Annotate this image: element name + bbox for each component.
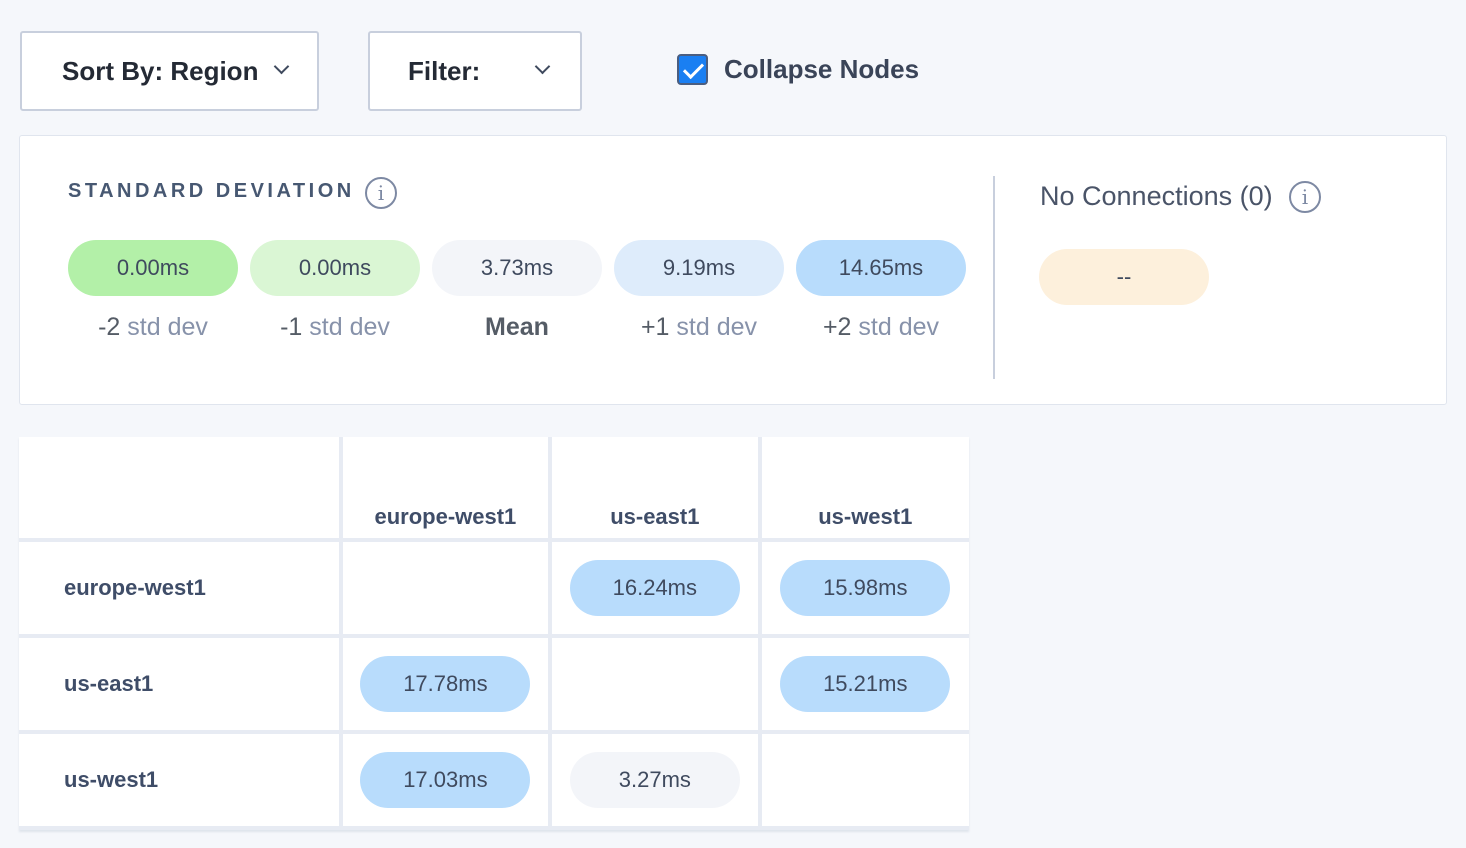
std-dev-prefix: Mean — [485, 313, 549, 341]
std-dev-suffix: std dev — [120, 313, 208, 341]
matrix-cell: 15.98ms — [757, 540, 969, 638]
matrix-cell — [757, 730, 969, 830]
row-header: us-east1 — [19, 634, 343, 734]
matrix-cell: 15.21ms — [757, 634, 969, 734]
sort-by-dropdown[interactable]: Sort By: Region — [20, 31, 319, 111]
std-dev-prefix: -2 — [98, 313, 121, 341]
std-dev-pill: 0.00ms — [250, 240, 420, 296]
latency-pill: 17.03ms — [360, 752, 531, 808]
matrix-cell — [338, 540, 553, 638]
table-row: europe-west1 16.24ms 15.98ms — [19, 540, 969, 638]
std-dev-label: -1 std dev — [250, 313, 420, 342]
std-dev-label: Mean — [432, 313, 602, 342]
latency-pill: 17.78ms — [360, 656, 531, 712]
chevron-down-icon — [534, 58, 551, 75]
table-row: us-west1 17.03ms 3.27ms — [19, 730, 969, 830]
latency-pill: 15.21ms — [780, 656, 951, 712]
info-icon[interactable]: i — [1289, 181, 1321, 213]
std-dev-pill: 0.00ms — [68, 240, 238, 296]
filter-label: Filter: — [408, 55, 481, 86]
row-header: europe-west1 — [19, 540, 343, 638]
column-header: europe-west1 — [338, 437, 553, 542]
column-header: us-west1 — [757, 437, 969, 542]
no-connections-pill: -- — [1039, 249, 1209, 305]
std-dev-label: -2 std dev — [68, 313, 238, 342]
std-dev-prefix: +2 — [822, 313, 852, 341]
std-dev-label: +1 std dev — [614, 313, 784, 342]
matrix-cell: 17.78ms — [338, 634, 553, 734]
filter-dropdown[interactable]: Filter: — [368, 31, 582, 111]
corner-cell — [19, 437, 343, 542]
latency-matrix: europe-west1 us-east1 us-west1 europe-we… — [19, 437, 969, 830]
divider — [993, 176, 995, 379]
latency-pill: 15.98ms — [780, 560, 951, 616]
latency-pill: 3.27ms — [569, 752, 740, 808]
header-row: europe-west1 us-east1 us-west1 — [19, 437, 969, 542]
matrix-cell: 16.24ms — [548, 540, 762, 638]
info-icon[interactable]: i — [365, 177, 397, 209]
chevron-down-icon — [273, 58, 290, 75]
std-dev-pill: 14.65ms — [796, 240, 966, 296]
std-dev-suffix: std dev — [302, 313, 390, 341]
std-dev-pill: 9.19ms — [614, 240, 784, 296]
matrix-cell — [548, 634, 762, 734]
std-dev-prefix: -1 — [280, 313, 303, 341]
table-row: us-east1 17.78ms 15.21ms — [19, 634, 969, 734]
std-dev-card: STANDARD DEVIATION i 0.00ms -2 std dev 0.0… — [19, 135, 1447, 405]
latency-pill: 16.24ms — [569, 560, 740, 616]
matrix-cell: 17.03ms — [338, 730, 553, 830]
collapse-nodes-checkbox[interactable] — [677, 54, 708, 85]
std-dev-title: STANDARD DEVIATION — [68, 180, 355, 202]
column-header: us-east1 — [548, 437, 762, 542]
std-dev-prefix: +1 — [640, 313, 670, 341]
std-dev-suffix: std dev — [851, 313, 940, 341]
matrix-cell: 3.27ms — [548, 730, 762, 830]
no-connections-label: No Connections (0) — [1040, 181, 1273, 211]
sort-by-label: Sort By: Region — [62, 55, 259, 86]
collapse-nodes-label[interactable]: Collapse Nodes — [724, 54, 920, 84]
std-dev-suffix: std dev — [669, 313, 758, 341]
std-dev-label: +2 std dev — [796, 313, 966, 342]
std-dev-pill: 3.73ms — [432, 240, 602, 296]
row-header: us-west1 — [19, 730, 343, 830]
